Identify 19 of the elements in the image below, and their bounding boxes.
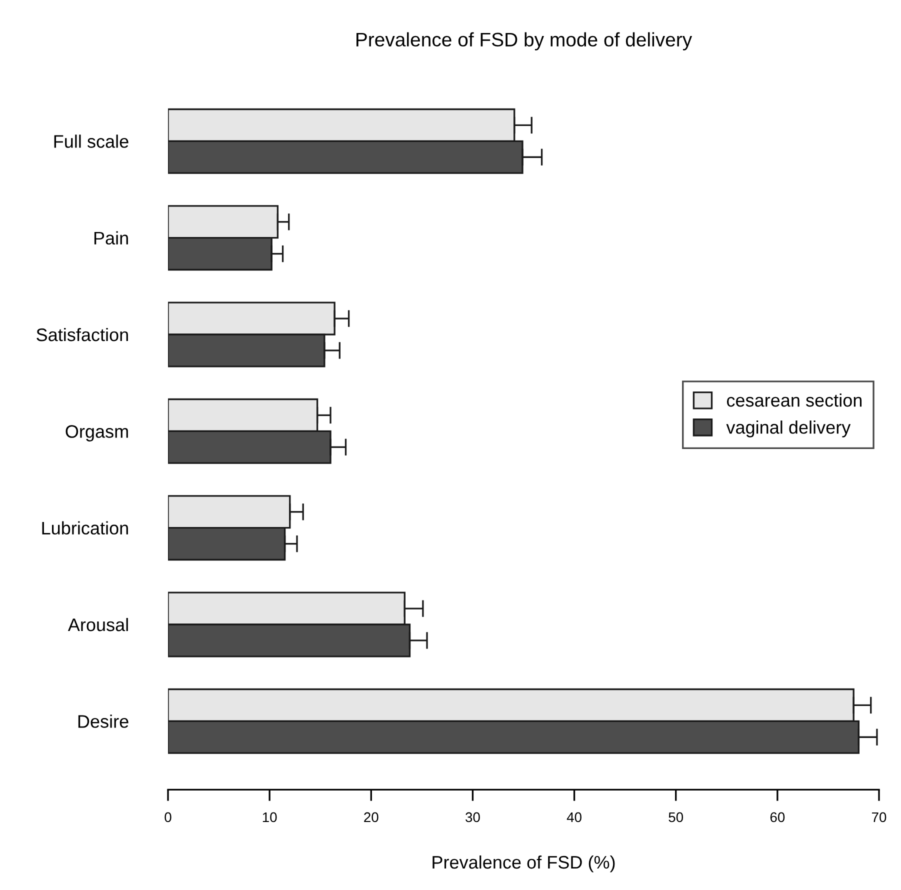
x-tick-label: 50	[668, 812, 684, 822]
y-tick-label: Arousal	[68, 618, 128, 632]
y-tick-label: Full scale	[54, 134, 128, 148]
y-tick-label: Desire	[78, 714, 128, 728]
x-tick-label: 30	[466, 812, 480, 822]
x-tick-label: 10	[262, 812, 277, 822]
x-axis-title: Prevalence of FSD (%)	[432, 855, 615, 872]
y-tick-label: Lubrication	[42, 521, 128, 535]
y-tick-label: Orgasm	[66, 425, 128, 442]
chart-title: Prevalence of FSD by mode of delivery	[356, 32, 692, 50]
legend-label: cesarean section	[726, 393, 862, 407]
x-tick-label: 60	[770, 812, 785, 822]
x-tick-label: 40	[566, 812, 582, 822]
x-tick-label: 20	[364, 812, 378, 822]
legend-label: vaginal delivery	[726, 420, 851, 438]
y-tick-label: Satisfaction	[36, 328, 128, 342]
y-tick-label: Pain	[94, 231, 128, 245]
x-tick-label: 0	[164, 812, 172, 822]
x-tick-label: 70	[872, 812, 886, 822]
